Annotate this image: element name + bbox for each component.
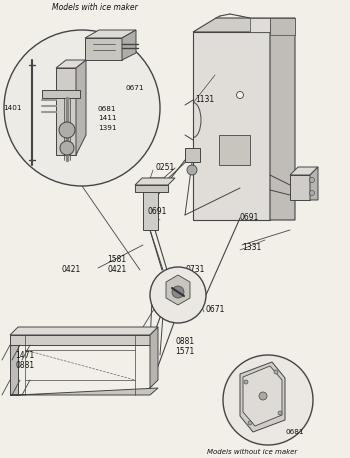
Polygon shape <box>143 185 158 230</box>
Circle shape <box>309 178 315 182</box>
Text: Models with ice maker: Models with ice maker <box>52 4 138 12</box>
Polygon shape <box>10 388 158 395</box>
Text: 1131: 1131 <box>195 96 214 104</box>
Text: 0881: 0881 <box>15 360 34 370</box>
Circle shape <box>223 355 313 445</box>
Polygon shape <box>290 167 318 175</box>
Text: 0881: 0881 <box>175 338 194 347</box>
Polygon shape <box>10 345 18 395</box>
Text: 1411: 1411 <box>98 115 117 121</box>
Polygon shape <box>135 185 168 192</box>
Polygon shape <box>193 32 270 220</box>
Text: 1351: 1351 <box>300 187 318 193</box>
Text: 1571: 1571 <box>175 348 194 356</box>
Text: 0671: 0671 <box>205 305 224 315</box>
Polygon shape <box>143 178 165 185</box>
Polygon shape <box>56 68 76 155</box>
Circle shape <box>274 370 278 374</box>
Polygon shape <box>250 18 270 32</box>
Circle shape <box>187 165 197 175</box>
Polygon shape <box>42 90 80 98</box>
Text: 1581: 1581 <box>107 256 126 265</box>
Text: 1391: 1391 <box>98 125 117 131</box>
Text: 1401: 1401 <box>3 105 21 111</box>
Polygon shape <box>270 18 295 35</box>
Polygon shape <box>240 362 285 432</box>
Polygon shape <box>85 38 122 60</box>
Polygon shape <box>150 327 158 388</box>
Polygon shape <box>85 30 136 38</box>
Text: 0671: 0671 <box>125 85 144 91</box>
Polygon shape <box>56 60 86 68</box>
Circle shape <box>278 411 282 415</box>
Polygon shape <box>122 30 136 60</box>
Circle shape <box>59 122 75 138</box>
Text: 0681: 0681 <box>286 429 304 435</box>
Polygon shape <box>270 18 295 220</box>
Polygon shape <box>166 275 190 305</box>
Polygon shape <box>76 60 86 155</box>
Polygon shape <box>243 366 282 426</box>
Text: 0251: 0251 <box>155 163 174 171</box>
Text: 0691: 0691 <box>148 207 167 217</box>
Text: 1321: 1321 <box>300 195 318 201</box>
Text: 0421: 0421 <box>107 266 126 274</box>
Text: 1471: 1471 <box>15 350 34 360</box>
Polygon shape <box>290 175 310 200</box>
Polygon shape <box>10 327 158 335</box>
Polygon shape <box>185 148 200 162</box>
Circle shape <box>4 30 160 186</box>
Circle shape <box>309 191 315 196</box>
Polygon shape <box>193 18 295 32</box>
Polygon shape <box>310 167 318 200</box>
Polygon shape <box>10 335 150 345</box>
Text: 0741: 0741 <box>300 179 318 185</box>
Text: 0421: 0421 <box>62 266 81 274</box>
Circle shape <box>259 392 267 400</box>
Text: 0681: 0681 <box>98 106 117 112</box>
Text: 0731: 0731 <box>185 266 204 274</box>
Text: 0691: 0691 <box>240 213 259 223</box>
Circle shape <box>237 92 244 98</box>
Polygon shape <box>219 135 250 165</box>
Circle shape <box>248 421 252 425</box>
Polygon shape <box>135 178 175 185</box>
Circle shape <box>244 380 248 384</box>
Text: 1331: 1331 <box>242 244 261 252</box>
Circle shape <box>172 286 184 298</box>
Circle shape <box>60 141 74 155</box>
Circle shape <box>150 267 206 323</box>
Text: Models without ice maker: Models without ice maker <box>207 449 297 455</box>
